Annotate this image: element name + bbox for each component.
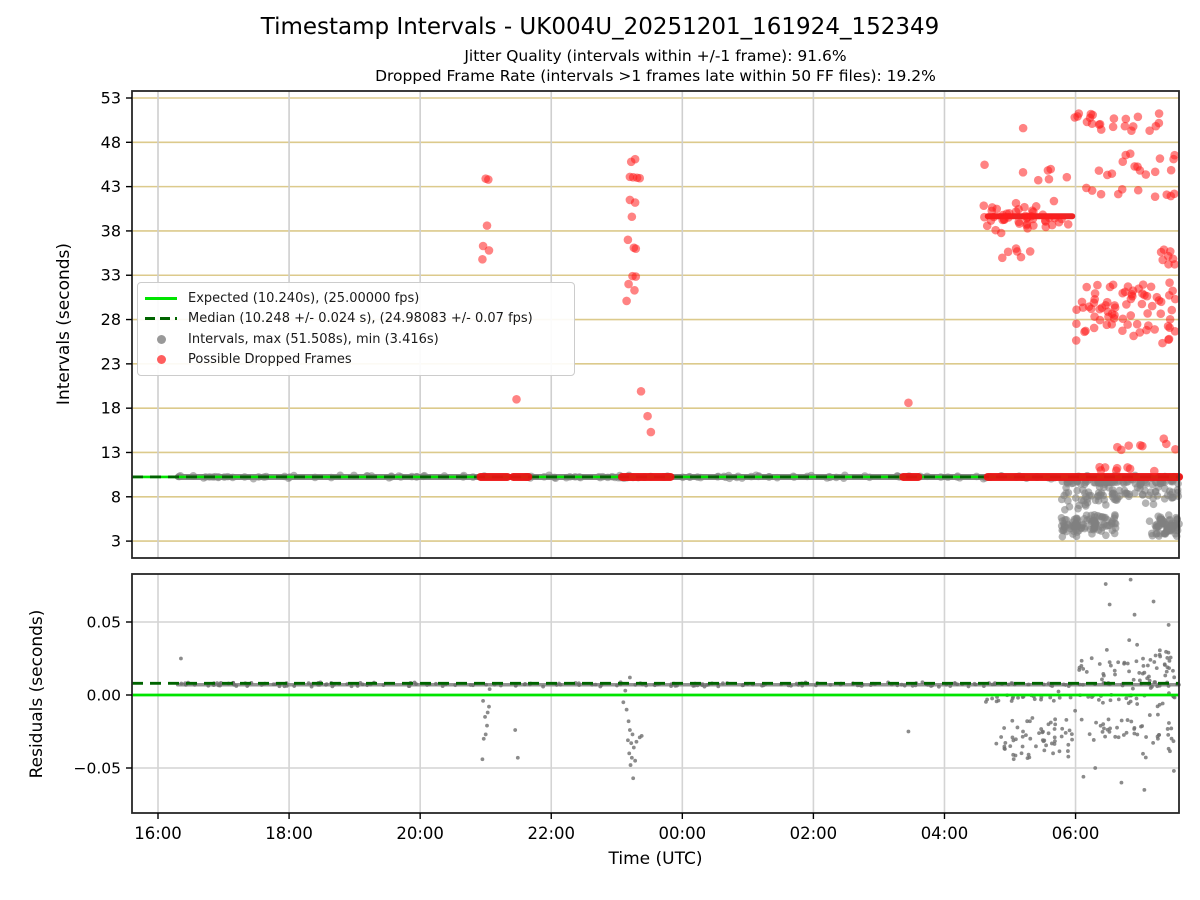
- x-tick-label-18:00: 18:00: [265, 824, 313, 843]
- y-axis-label-intervals: Intervals (seconds): [54, 242, 74, 406]
- expected-line-sample: [144, 296, 178, 300]
- top-y-tick-label-23: 23: [101, 354, 121, 373]
- bottom-plot-grid: [132, 574, 1179, 813]
- dropped-dot-sample: [144, 355, 178, 365]
- top-y-tick-label-8: 8: [111, 487, 121, 506]
- x-tick-label-04:00: 04:00: [921, 824, 969, 843]
- legend-item-expected: Expected (10.240s), (25.00000 fps): [144, 288, 566, 309]
- median-line-sample: [144, 317, 178, 321]
- bottom-reference-lines: [132, 681, 1179, 697]
- x-tick-label-20:00: 20:00: [396, 824, 444, 843]
- x-tick-label-02:00: 02:00: [790, 824, 838, 843]
- chart-subtitle-jitter-quality: Jitter Quality (intervals within +/-1 fr…: [464, 47, 847, 65]
- top-y-tick-label-33: 33: [101, 266, 121, 285]
- top-y-tick-label-53: 53: [101, 89, 121, 108]
- legend-label-expected: Expected (10.240s), (25.00000 fps): [188, 290, 420, 306]
- legend-box: Expected (10.240s), (25.00000 fps) Media…: [137, 282, 575, 376]
- legend-item-dropped-frames: Possible Dropped Frames: [144, 350, 566, 371]
- bottom-y-tick-label-0.05: 0.05: [86, 614, 121, 632]
- top-y-tick-label-28: 28: [101, 310, 121, 329]
- gray-dot-icon: [156, 334, 166, 344]
- dashed-darkgreen-line-icon: [145, 317, 177, 321]
- top-y-tick-label-13: 13: [101, 443, 121, 462]
- legend-label-median: Median (10.248 +/- 0.024 s), (24.98083 +…: [188, 311, 533, 327]
- legend-item-median: Median (10.248 +/- 0.024 s), (24.98083 +…: [144, 309, 566, 330]
- top-intervals-scatter: [174, 471, 1183, 541]
- legend-label-intervals: Intervals, max (51.508s), min (3.416s): [188, 331, 439, 347]
- top-dropped-frames-scatter: [476, 109, 1184, 481]
- top-y-tick-label-38: 38: [101, 221, 121, 240]
- top-y-tick-label-3: 3: [111, 532, 121, 551]
- x-axis-label-time-utc: Time (UTC): [608, 849, 703, 869]
- bottom-y-tick-label--0.05: −0.05: [74, 760, 122, 778]
- bottom-y-tick-label-0: 0.00: [86, 687, 121, 705]
- chart-title: Timestamp Intervals - UK004U_20251201_16…: [260, 14, 940, 40]
- y-axis-label-residuals: Residuals (seconds): [27, 609, 47, 779]
- top-y-tick-label-18: 18: [101, 399, 121, 418]
- red-dot-icon: [156, 355, 166, 365]
- top-y-tick-label-43: 43: [101, 177, 121, 196]
- bottom-residuals-scatter: [175, 577, 1181, 792]
- solid-green-line-icon: [145, 296, 177, 300]
- x-tick-label-06:00: 06:00: [1052, 824, 1100, 843]
- intervals-dot-sample: [144, 334, 178, 344]
- top-y-tick-label-48: 48: [101, 133, 121, 152]
- x-tick-label-16:00: 16:00: [134, 824, 182, 843]
- legend-item-intervals: Intervals, max (51.508s), min (3.416s): [144, 329, 566, 350]
- legend-label-dropped-frames: Possible Dropped Frames: [188, 352, 352, 368]
- chart-subtitle-dropped-frame-rate: Dropped Frame Rate (intervals >1 frames …: [375, 67, 936, 85]
- x-tick-label-22:00: 22:00: [527, 824, 575, 843]
- x-tick-label-00:00: 00:00: [659, 824, 707, 843]
